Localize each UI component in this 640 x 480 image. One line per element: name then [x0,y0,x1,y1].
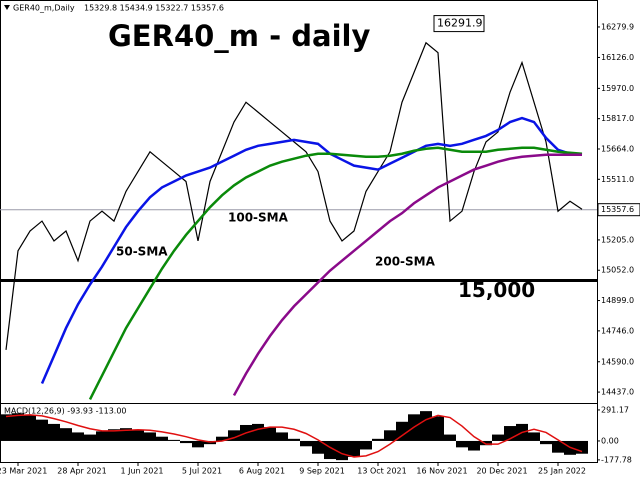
histogram-bar [108,429,120,441]
x-tick-label: 28 Apr 2021 [57,467,106,476]
high-marker-box [433,15,485,33]
menu-arrow[interactable] [4,5,10,10]
y-tick-label: 16279.9 [601,22,634,31]
y-tick-label: 14590.0 [601,357,634,366]
histogram-bar [576,440,588,454]
y-tick-label: 15664.0 [601,144,634,153]
ohlc-values: 15329.8 15434.9 15322.7 15357.6 [84,4,224,13]
histogram-bar [456,440,468,448]
histogram-bar [120,428,132,441]
symbol: GER40_m,Daily [13,4,75,13]
chart-title: GER40_m - daily [108,19,370,53]
y-tick-label: 15205.0 [601,235,634,244]
histogram-bar [480,440,492,446]
histogram-bar [396,421,408,441]
histogram-bar [216,436,228,441]
y-tick-label: 14746.0 [601,326,634,335]
histogram-bar [540,440,552,445]
histogram-bar [444,434,456,441]
y-tick-label: 15052.0 [601,266,634,275]
series-label: 200-SMA [375,255,436,269]
histogram-bar [96,431,108,441]
histogram-bar [312,440,324,454]
histogram-bar [360,440,372,450]
histogram-bar [72,432,84,441]
x-tick-label: 13 Oct 2021 [357,467,406,476]
price-line [40,116,583,385]
y-tick-label: 14437.0 [601,388,634,397]
histogram-bar [84,434,96,441]
histogram-bar [132,430,144,441]
histogram-bar [12,413,24,441]
histogram-bar [60,428,72,441]
histogram-bar [528,432,540,441]
histogram-bar [288,438,300,441]
y-tick-label: 15511.0 [601,175,634,184]
last-price-label: 15357.6 [601,205,634,214]
y-tick-label: 15817.0 [601,114,634,123]
histogram-bar [36,419,48,441]
x-tick-label: 23 Mar 2021 [0,467,47,476]
plot-frame [0,0,598,463]
histogram-bar [384,430,396,441]
x-tick-label: 9 Sep 2021 [299,467,345,476]
level-label: 15,000 [458,278,535,302]
signal-line [5,414,583,458]
last-price-box [597,203,640,217]
histogram-bar [264,427,276,441]
price-line [5,41,583,350]
y-tick-label: -177.78 [601,455,632,464]
histogram-bar [468,440,480,451]
x-tick-label: 5 Jul 2021 [182,467,222,476]
histogram-bar [348,440,360,457]
histogram-bar [180,440,192,444]
x-tick-label: 1 Jun 2021 [120,467,163,476]
histogram-bar [276,432,288,441]
y-tick-label: 16126.0 [601,53,634,62]
histogram-bar [144,432,156,441]
histogram-bar [420,411,432,441]
histogram-bar [0,414,12,441]
price-line [232,153,582,397]
high-marker-label: 16291.9 [437,17,483,30]
histogram-bar [492,434,504,441]
x-tick-label: 20 Dec 2021 [476,467,527,476]
y-tick-label: 291.17 [601,405,629,414]
price-line [88,146,583,400]
y-tick-label: 14899.0 [601,296,634,305]
histogram-bar [24,415,36,441]
series-label: 50-SMA [116,245,168,259]
histogram-bar [192,440,204,448]
y-tick-label: 15970.0 [601,84,634,93]
histogram-bar [300,440,312,447]
histogram-bar [48,423,60,441]
y-tick-label: 0.00 [601,436,619,445]
histogram-bar [372,438,384,441]
series-label: 100-SMA [228,211,289,225]
histogram-bar [168,439,180,441]
histogram-bar [432,416,444,441]
x-tick-label: 6 Aug 2021 [239,467,285,476]
x-tick-label: 16 Nov 2021 [416,467,467,476]
histogram-bar [228,430,240,441]
histogram-bar [336,440,348,461]
histogram-bar [252,423,264,441]
histogram-bar [552,440,564,453]
x-tick-label: 25 Jan 2022 [538,467,586,476]
histogram-bar [156,436,168,441]
macd-title: MACD(12,26,9) -93.93 -113.00 [4,407,127,416]
